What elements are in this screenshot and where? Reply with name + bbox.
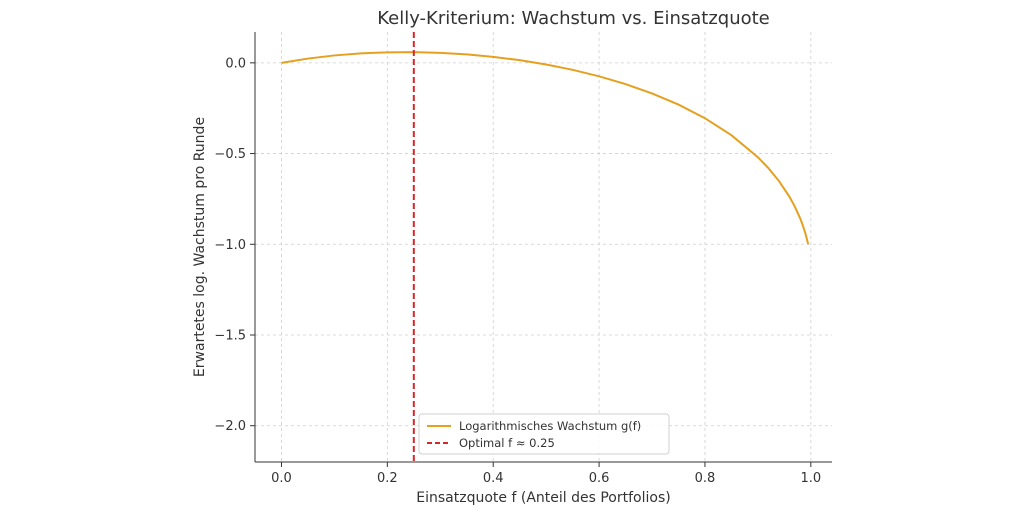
legend-label-growth: Logarithmisches Wachstum g(f) [459, 419, 641, 433]
y-tick-label-3: −1.5 [214, 328, 246, 343]
y-tick-label-2: −1.0 [214, 238, 246, 253]
y-tick-label-4: −2.0 [214, 419, 246, 434]
x-axis-label: Einsatzquote f (Anteil des Portfolios) [416, 490, 670, 506]
x-axis-ticks: 0.0 0.2 0.4 0.6 0.8 1.0 [271, 462, 821, 486]
x-tick-label-1: 0.2 [377, 471, 398, 486]
legend-box [418, 413, 670, 455]
x-tick-label-0: 0.0 [271, 471, 292, 486]
axes [254, 32, 832, 463]
x-tick-label-5: 1.0 [800, 471, 821, 486]
chart-title: Kelly-Kriterium: Wachstum vs. Einsatzquo… [377, 8, 770, 29]
legend: Logarithmisches Wachstum g(f) Optimal f … [418, 413, 670, 455]
y-axis-ticks: 0.0 −0.5 −1.0 −1.5 −2.0 [214, 56, 255, 434]
plot-area [281, 32, 810, 462]
legend-label-optimal: Optimal f ≈ 0.25 [459, 436, 555, 450]
y-tick-label-0: 0.0 [225, 56, 246, 71]
y-tick-label-1: −0.5 [214, 147, 246, 162]
y-axis-label: Erwartetes log. Wachstum pro Runde [192, 117, 208, 377]
x-tick-label-4: 0.8 [695, 471, 716, 486]
x-tick-label-2: 0.4 [483, 471, 504, 486]
x-tick-label-3: 0.6 [589, 471, 610, 486]
grid-lines [255, 32, 832, 462]
series-growth-line [281, 51, 810, 245]
